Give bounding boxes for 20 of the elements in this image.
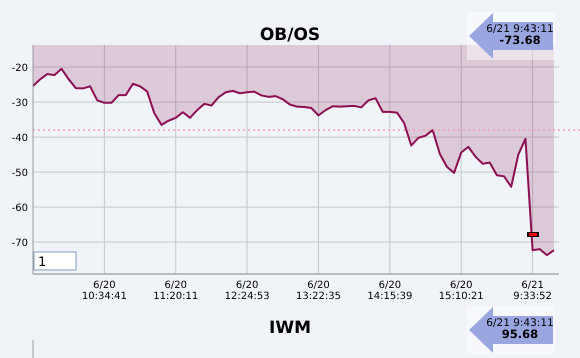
x-tick-label: 6/20 10:34:41	[82, 280, 127, 302]
y-tick-label: -50	[12, 168, 28, 180]
x-tick-label: 6/20 15:10:21	[438, 280, 484, 302]
x-tick-label: 6/20 13:22:35	[296, 280, 341, 302]
text: 6/21 9:43:11	[486, 23, 554, 35]
y-tick-label: -20	[12, 63, 28, 74]
y-tick-label: -60	[12, 203, 28, 214]
text: 95.68	[502, 327, 538, 341]
y-tick-label: -70	[12, 238, 28, 250]
y-tick-label: -40	[12, 133, 28, 144]
chart-title: OB/OS	[260, 25, 320, 45]
x-tick-label: 6/20 14:15:39	[367, 280, 412, 302]
text: 6/21 9:43:11	[486, 317, 554, 329]
x-tick-label: 6/20 11:20:11	[153, 280, 198, 302]
annotation: 1	[38, 255, 46, 270]
x-tick-label: 6/20 12:24:53	[224, 280, 270, 302]
x-tick-label: 6/21 9:33:52	[513, 280, 552, 302]
y-tick-label: -30	[12, 98, 28, 110]
text: IWM	[269, 318, 311, 338]
annotation: -73.68	[499, 33, 541, 47]
